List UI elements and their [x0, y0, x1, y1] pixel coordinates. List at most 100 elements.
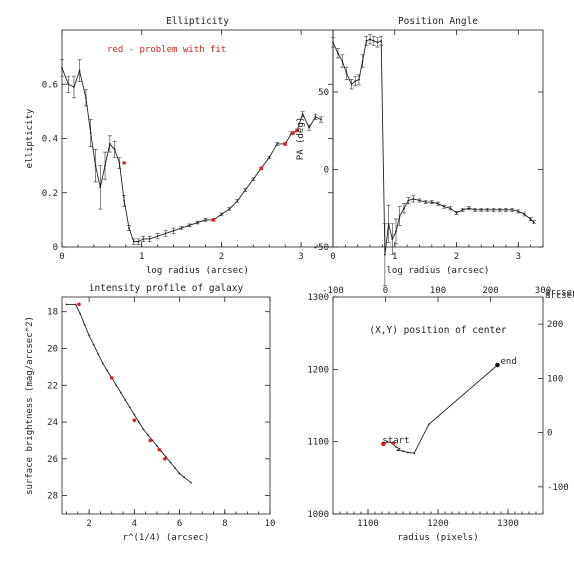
intensity-profile-point — [160, 450, 163, 453]
ellipticity-problem-point — [283, 142, 287, 146]
position-angle-ytick-label: 50 — [318, 88, 329, 98]
intensity-profile-point — [79, 312, 81, 315]
center-position-ytick-label: 1200 — [307, 365, 329, 375]
center-right-tick-label: 200 — [547, 320, 563, 330]
position-angle-xtick-label: 3 — [516, 252, 521, 262]
intensity-profile-ytick-label: 20 — [47, 344, 58, 354]
position-angle-point — [486, 208, 489, 211]
position-angle-point — [395, 230, 397, 233]
intensity-profile-point — [183, 476, 185, 479]
position-angle-ytick-label: 0 — [324, 166, 329, 176]
position-angle-xlabel: log radius (arcsec) — [387, 266, 490, 276]
ellipticity-point — [252, 178, 255, 181]
ellipticity-problem-point — [211, 218, 216, 222]
ellipticity-point — [164, 232, 167, 235]
position-angle-point — [424, 201, 427, 203]
ellipticity-point — [148, 237, 151, 240]
ellipticity-point — [73, 86, 75, 88]
center-position-point — [428, 423, 430, 426]
position-angle-frame — [332, 29, 544, 248]
center-position-xlabel: radius (pixels) — [397, 533, 478, 543]
intensity-profile-ytick-label: 24 — [47, 418, 58, 428]
ellipticity-point — [188, 224, 191, 227]
ellipticity-point — [78, 69, 81, 72]
ellipticity-point — [85, 96, 87, 99]
ellipticity-ytick-label: 0.4 — [42, 135, 58, 145]
ellipticity-problem-point — [259, 166, 264, 171]
intensity-profile-ytick-label: 28 — [47, 492, 58, 502]
ellipticity-point — [276, 143, 279, 145]
position-angle-point — [387, 222, 390, 225]
ellipticity-point — [67, 83, 70, 86]
center-position-ytick-label: 1100 — [307, 438, 329, 448]
position-angle-point — [354, 80, 357, 83]
intensity-profile-point — [142, 428, 145, 431]
intensity-profile-problem-point — [157, 447, 162, 452]
intensity-profile-xtick-label: 2 — [86, 519, 91, 529]
center-position-point — [407, 451, 409, 454]
intensity-profile-point — [65, 303, 68, 306]
center-annotation: (X,Y) position of center — [369, 325, 507, 336]
position-angle-point — [430, 201, 433, 203]
ellipticity-point — [118, 162, 121, 164]
center-position-point — [398, 448, 401, 450]
position-angle-point — [412, 198, 415, 200]
position-angle-point — [449, 207, 452, 210]
ellipticity-xtick-label: 1 — [139, 252, 144, 262]
intensity-profile-ytick-label: 18 — [47, 308, 58, 318]
ellipticity-point — [142, 237, 145, 240]
ellipticity-point — [156, 235, 159, 238]
center-top-tick-label: 100 — [430, 286, 446, 296]
center-position-xtick-label: 1100 — [357, 519, 379, 529]
intensity-profile-point — [147, 434, 149, 436]
center-position-point — [413, 452, 416, 455]
intensity-profile-point — [101, 362, 104, 365]
position-angle-point — [505, 208, 507, 211]
position-angle-point — [369, 38, 371, 41]
position-angle-series-line — [332, 38, 535, 255]
intensity-profile-title: intensity profile of galaxy — [89, 283, 244, 294]
intensity-profile-point — [151, 439, 154, 442]
position-angle-point — [376, 41, 379, 44]
intensity-profile-xtick-label: 8 — [222, 519, 227, 529]
position-angle-point — [532, 221, 535, 224]
center-top-tick-label: -100 — [322, 286, 344, 296]
ellipticity-problem-point — [122, 161, 126, 165]
center-position-ytick-label: 1000 — [307, 510, 329, 520]
intensity-profile-point — [74, 303, 77, 306]
intensity-profile-point — [174, 467, 176, 469]
intensity-profile-series-line — [66, 303, 192, 484]
position-angle-point — [461, 208, 464, 211]
position-angle-point — [372, 39, 375, 42]
intensity-profile-xlabel: r^(1/4) (arcsec) — [123, 533, 210, 543]
center-start-label: start — [382, 436, 409, 446]
ellipticity-ytick-label: 0.6 — [42, 80, 58, 90]
position-angle-point — [358, 78, 360, 81]
center-top-tick-label: 200 — [482, 286, 498, 296]
position-angle-point — [365, 39, 368, 42]
ellipticity-point — [314, 115, 317, 118]
position-angle-point — [443, 205, 446, 208]
ellipticity-series-line — [61, 67, 322, 243]
ellipticity-problem-point — [295, 128, 299, 133]
ellipticity-point — [268, 156, 271, 159]
ellipticity-ylabel: ellipticity — [25, 108, 35, 168]
position-angle-point — [455, 212, 458, 214]
intensity-profile-problem-point — [148, 438, 152, 443]
position-angle-point — [523, 213, 526, 216]
position-angle-point — [418, 199, 421, 202]
intensity-profile-problem-point — [77, 302, 81, 307]
ellipticity-point — [113, 148, 116, 151]
center-position-ytick-label: 1300 — [307, 293, 329, 303]
center-right-tick-label: 0 — [547, 429, 552, 439]
ellipticity-point — [132, 240, 135, 243]
ellipticity-panel: 0 1 2 3 0 0.2 0.4 0.6 Ellipticity log radius (arc… — [25, 16, 334, 276]
center-end-point — [495, 362, 500, 368]
position-angle-point — [517, 210, 520, 213]
ellipticity-point — [301, 113, 304, 115]
ellipticity-problem-point — [291, 131, 295, 135]
